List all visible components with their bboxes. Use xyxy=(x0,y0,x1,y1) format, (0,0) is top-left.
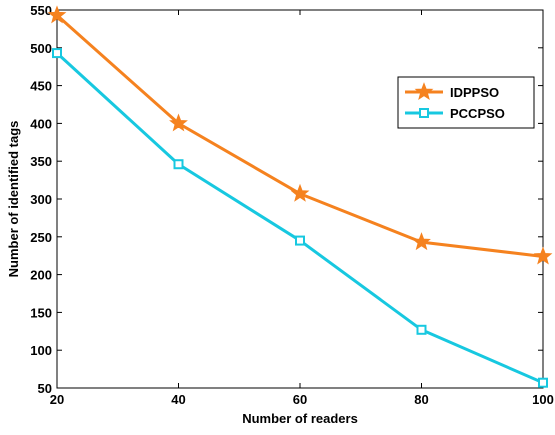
legend-box xyxy=(397,76,535,129)
y-axis: 50 100 150 200 250 300 350 400 450 500 550 xyxy=(30,3,543,396)
pccpso-point xyxy=(52,48,62,59)
y-tick-label: 300 xyxy=(30,192,52,207)
x-tick-label: 100 xyxy=(532,392,554,407)
y-tick-label: 350 xyxy=(30,154,52,169)
idppso-point xyxy=(533,246,553,265)
idppso-point xyxy=(290,183,310,202)
y-tick-label: 50 xyxy=(38,381,52,396)
series-layer xyxy=(47,5,553,388)
y-tick-label: 500 xyxy=(30,41,52,56)
idppso-legend-label: IDPPSO xyxy=(450,85,499,100)
y-tick-label: 550 xyxy=(30,3,52,18)
x-tick-label: 60 xyxy=(293,392,307,407)
x-axis: 20 40 60 80 100 xyxy=(50,10,554,407)
idppso-point xyxy=(169,113,188,132)
x-tick-label: 20 xyxy=(50,392,64,407)
y-tick-label: 450 xyxy=(30,79,52,94)
x-tick-label: 80 xyxy=(414,392,428,407)
pccpso-point xyxy=(538,377,548,388)
y-tick-label: 200 xyxy=(30,268,52,283)
plot-area xyxy=(56,9,544,389)
y-tick-label: 250 xyxy=(30,230,52,245)
pccpso-legend-marker xyxy=(419,108,429,118)
y-tick-label: 400 xyxy=(30,116,52,131)
y-axis-title: Number of identified tags xyxy=(6,121,21,278)
legend: IDPPSO PCCPSO xyxy=(397,76,535,129)
x-axis-title: Number of readers xyxy=(242,411,358,426)
idppso-point xyxy=(47,5,67,24)
pccpso-point xyxy=(295,235,305,246)
y-tick-label: 100 xyxy=(30,343,52,358)
x-tick-label: 40 xyxy=(171,392,185,407)
pccpso-point xyxy=(416,324,427,335)
idppso-legend-marker xyxy=(414,82,434,101)
pccpso-legend-label: PCCPSO xyxy=(450,106,505,121)
y-tick-label: 150 xyxy=(30,305,52,320)
idppso-point xyxy=(412,232,431,251)
pccpso-point xyxy=(173,159,184,170)
